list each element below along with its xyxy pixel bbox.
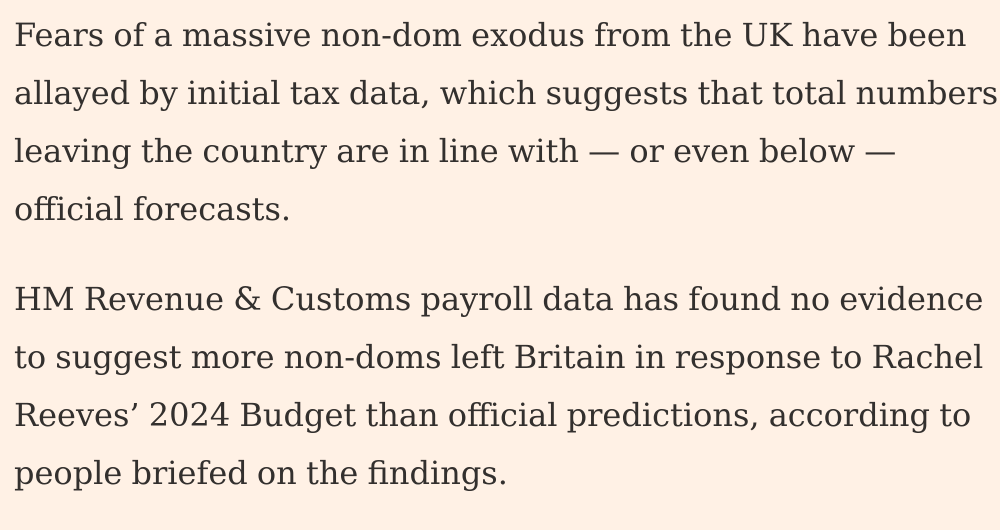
paragraph-2-line-2: to suggest more non-doms left Britain in… bbox=[14, 338, 984, 376]
paragraph-2-line-1: HM Revenue & Customs payroll data has fo… bbox=[14, 280, 984, 318]
paragraph-1-line-1: Fears of a massive non-dom exodus from t… bbox=[14, 16, 967, 54]
paragraph-2-line-3: Reeves’ 2024 Budget than official predic… bbox=[14, 396, 972, 434]
paragraph-1-line-2: allayed by initial tax data, which sugge… bbox=[14, 74, 999, 112]
paragraph-1-line-4: official forecasts. bbox=[14, 190, 292, 228]
article-paragraph-1: Fears of a massive non-dom exodus from t… bbox=[14, 6, 999, 238]
article-paragraph-2: HM Revenue & Customs payroll data has fo… bbox=[14, 270, 986, 502]
paragraph-1-line-3: leaving the country are in line with — o… bbox=[14, 132, 897, 170]
paragraph-2-line-4: people briefed on the findings. bbox=[14, 454, 508, 492]
